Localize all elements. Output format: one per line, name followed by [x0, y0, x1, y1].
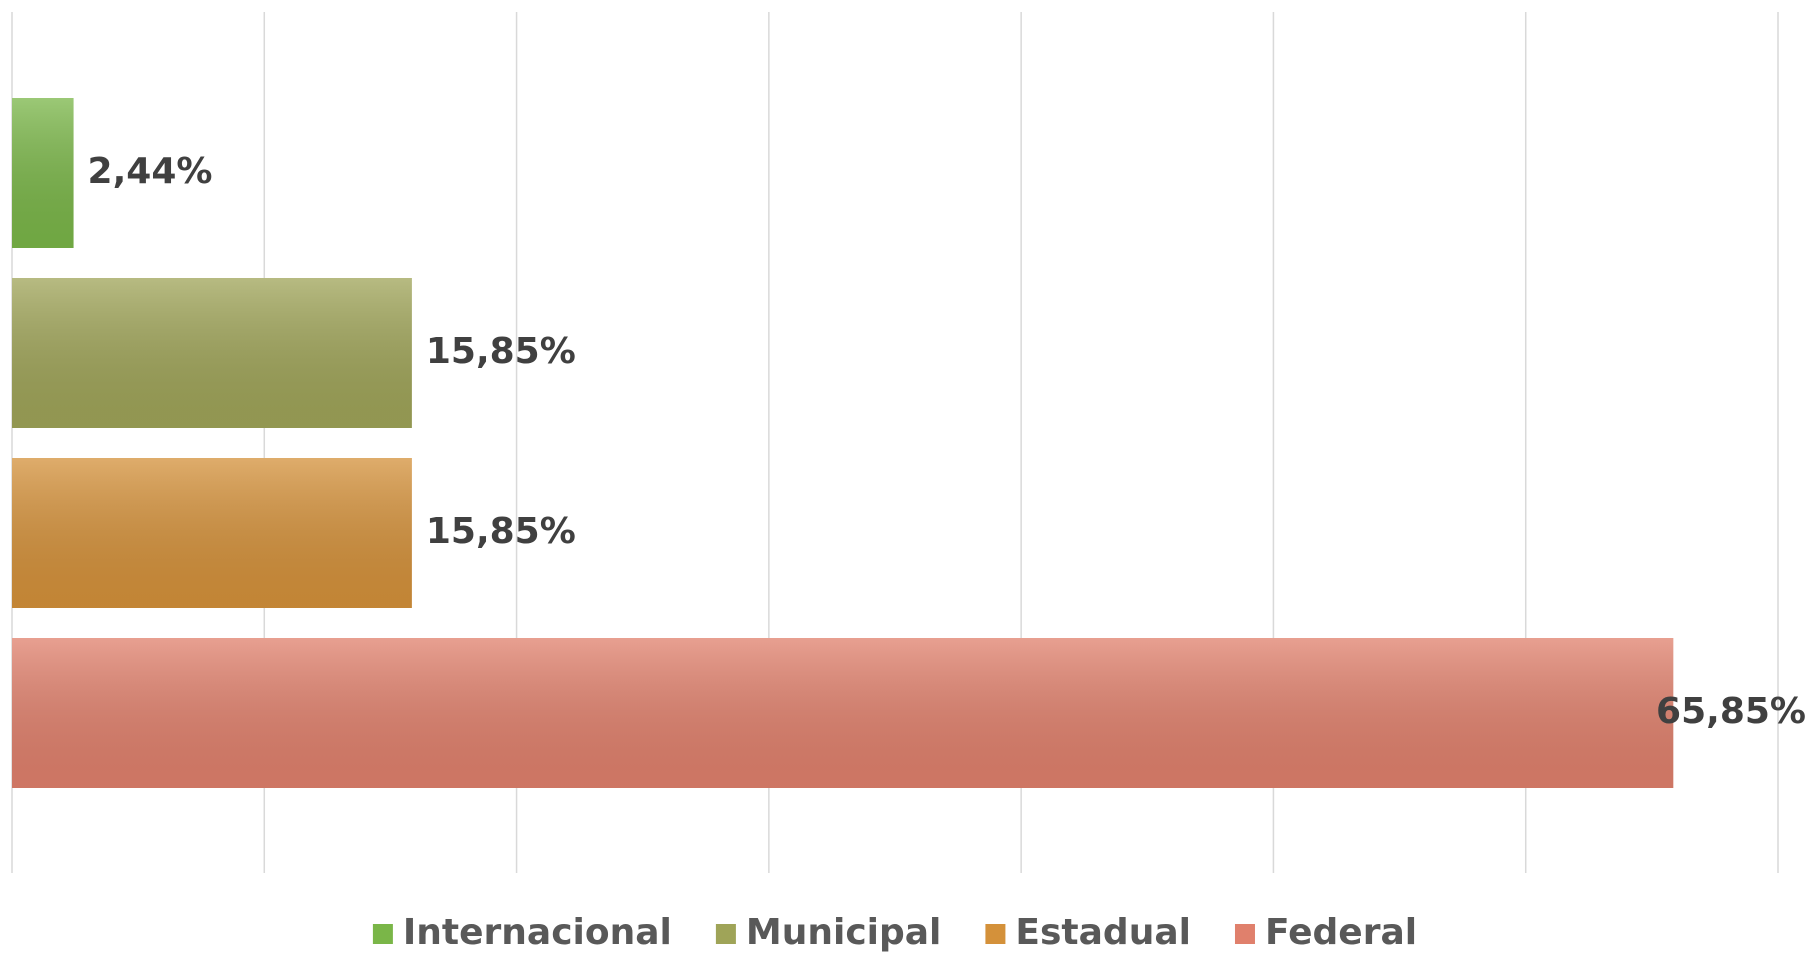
legend-swatch — [372, 924, 393, 944]
bar-shade — [12, 278, 412, 428]
legend-label: Estadual — [1015, 912, 1191, 953]
bar-shade — [12, 638, 1674, 788]
value-label: 15,85% — [426, 511, 576, 552]
legend-label: Municipal — [746, 912, 942, 953]
bar-shade — [12, 98, 74, 248]
legend-label: Internacional — [403, 912, 672, 953]
value-label: 15,85% — [426, 331, 576, 372]
legend-swatch — [715, 924, 736, 944]
value-label: 2,44% — [88, 151, 213, 192]
value-label: 65,85% — [1656, 691, 1806, 732]
legend-swatch — [985, 924, 1006, 944]
legend-label: Federal — [1265, 912, 1417, 953]
bar-shade — [12, 458, 412, 608]
legend-swatch — [1234, 924, 1255, 944]
